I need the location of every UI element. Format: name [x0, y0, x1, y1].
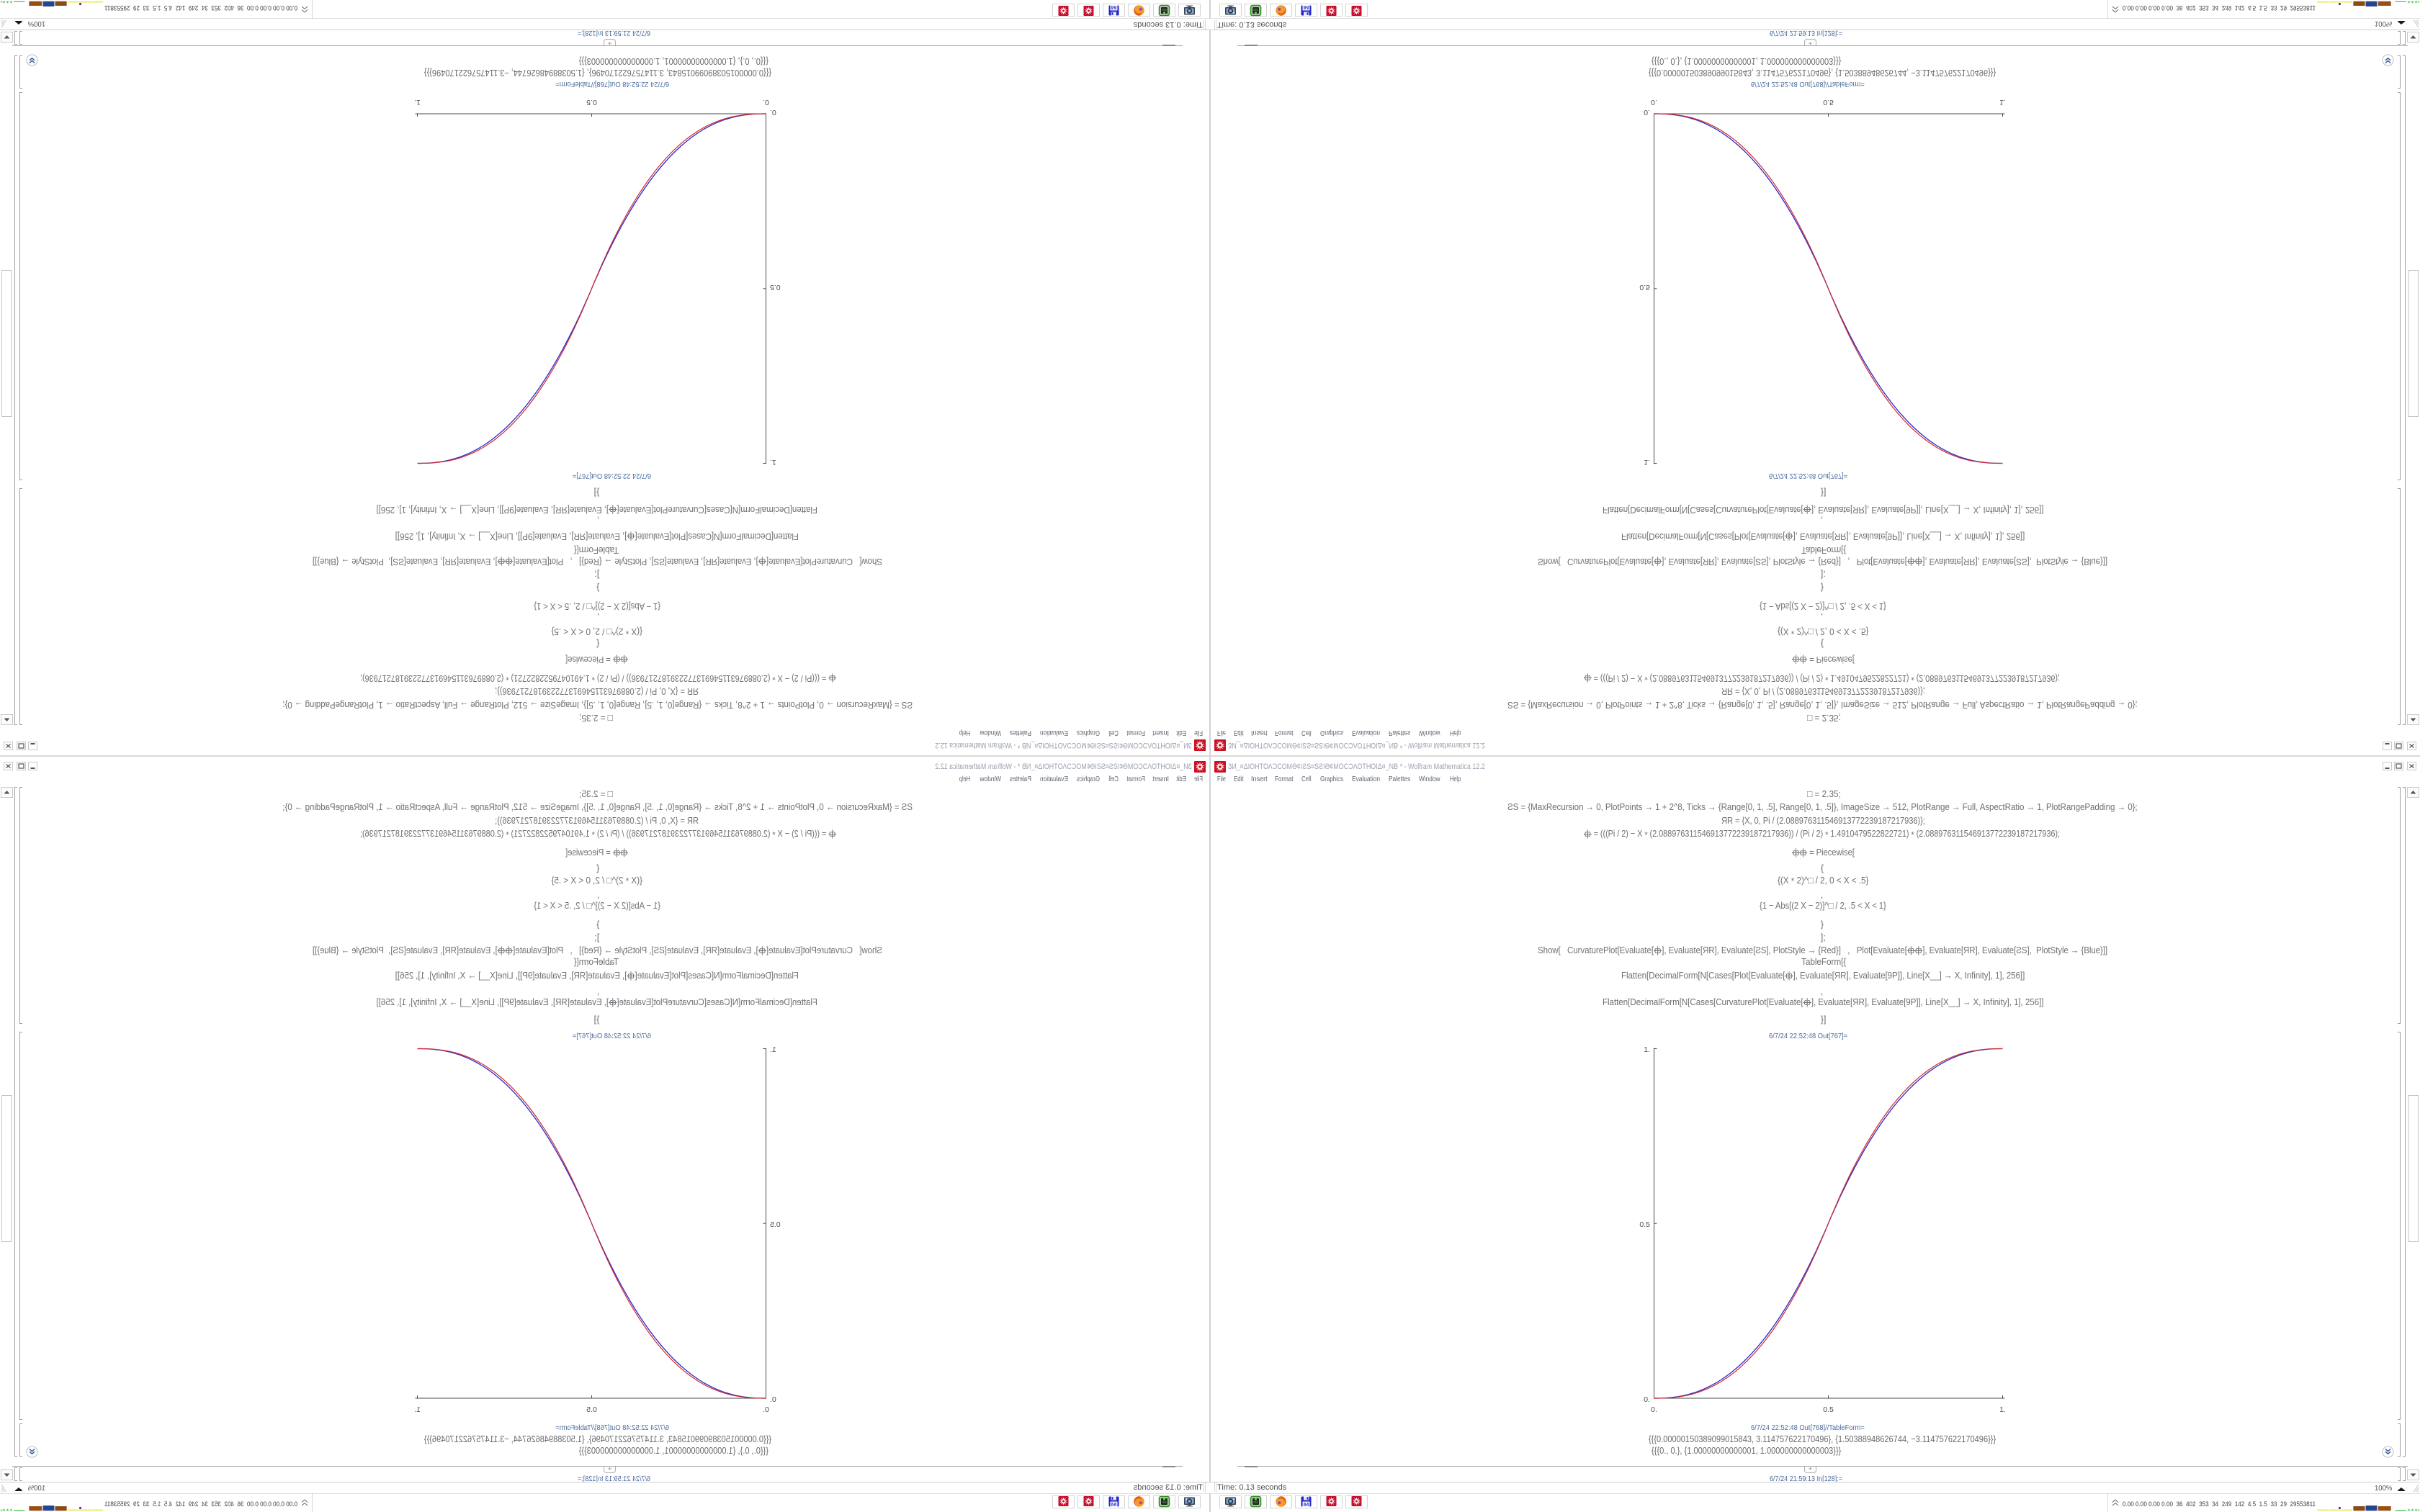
svg-text:64: 64 [1304, 1503, 1309, 1508]
svg-text:64: 64 [1111, 4, 1116, 9]
svg-text:64: 64 [1111, 1503, 1116, 1508]
svg-text:64: 64 [1304, 4, 1309, 9]
